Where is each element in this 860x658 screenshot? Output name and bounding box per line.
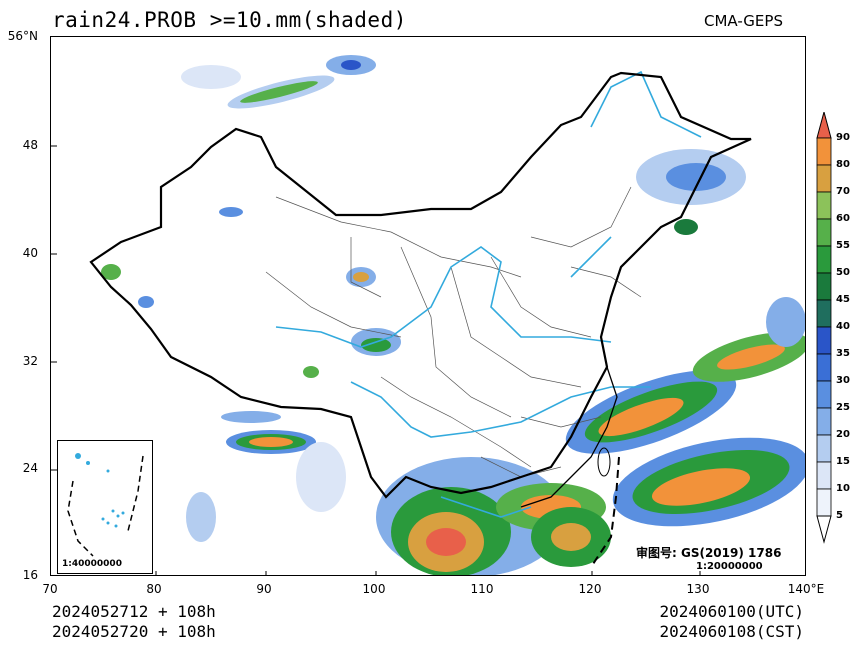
colorbar-label-5: 5 [836, 510, 843, 521]
colorbar-label-30: 30 [836, 375, 850, 386]
rivers [275, 70, 702, 518]
footer-init-times: 2024052712 + 108h 2024052720 + 108h [52, 602, 216, 642]
colorbar-label-80: 80 [836, 159, 850, 170]
colorbar-label-15: 15 [836, 456, 850, 467]
review-number: 审图号: GS(2019) 1786 [636, 546, 782, 560]
lat-label-40: 40 [22, 246, 38, 260]
lon-label-80: 80 [146, 582, 162, 596]
national-border [89, 71, 752, 499]
province-boundaries [265, 186, 642, 478]
colorbar-label-35: 35 [836, 348, 850, 359]
colorbar-label-40: 40 [836, 321, 850, 332]
inset-scale-label: 1:40000000 [62, 559, 122, 569]
valid-time-utc: 2024060100(UTC) [659, 602, 805, 621]
lat-label-56: 56°N [7, 29, 38, 43]
map-frame [50, 36, 806, 576]
colorbar-label-55: 55 [836, 240, 850, 251]
lon-label-70: 70 [42, 582, 58, 596]
lon-label-110: 110 [470, 582, 494, 596]
lat-label-32: 32 [22, 354, 38, 368]
colorbar-label-50: 50 [836, 267, 850, 278]
map-canvas [51, 55, 805, 575]
lat-label-48: 48 [22, 138, 38, 152]
colorbar [816, 112, 832, 544]
colorbar-label-45: 45 [836, 294, 850, 305]
init-time-utc: 2024052712 + 108h [52, 602, 216, 621]
colorbar-label-10: 10 [836, 483, 850, 494]
colorbar-label-20: 20 [836, 429, 850, 440]
lon-label-120: 120 [578, 582, 602, 596]
colorbar-label-90: 90 [836, 132, 850, 143]
init-time-cst: 2024052720 + 108h [52, 622, 216, 641]
map-scale: 1:20000000 [696, 561, 763, 572]
colorbar-label-60: 60 [836, 213, 850, 224]
model-source: CMA-GEPS [704, 12, 783, 30]
lat-label-16: 16 [22, 568, 38, 582]
lon-label-90: 90 [256, 582, 272, 596]
lat-label-24: 24 [22, 461, 38, 475]
colorbar-label-25: 25 [836, 402, 850, 413]
lon-label-140: 140°E [787, 582, 825, 596]
valid-time-cst: 2024060108(CST) [659, 622, 805, 641]
lon-label-100: 100 [362, 582, 386, 596]
lon-label-130: 130 [686, 582, 710, 596]
footer-valid-times: 2024060100(UTC) 2024060108(CST) [660, 602, 805, 642]
probability-shading [101, 55, 805, 575]
map-title: rain24.PROB >=10.mm(shaded) [52, 8, 407, 32]
south-china-sea-inset: 1:40000000 [57, 440, 153, 574]
colorbar-label-70: 70 [836, 186, 850, 197]
